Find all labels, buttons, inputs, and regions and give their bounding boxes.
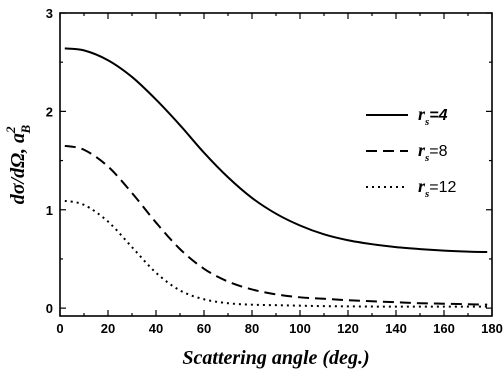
plot-frame xyxy=(59,12,493,317)
legend-label: rs=12 xyxy=(418,176,457,200)
x-tick-label: 0 xyxy=(56,321,63,336)
x-tick-label: 60 xyxy=(197,321,211,336)
x-axis-title: Scattering angle (deg.) xyxy=(182,347,369,369)
x-tick-label: 180 xyxy=(481,321,503,336)
y-tick-label: 1 xyxy=(46,203,53,218)
series-line-1 xyxy=(64,47,488,254)
x-tick-label: 20 xyxy=(101,321,115,336)
axis-ticks xyxy=(59,12,493,316)
series-lines xyxy=(64,47,488,308)
legend-label: rs=4 xyxy=(418,104,448,128)
legend: rs=4 rs=8 rs=12 xyxy=(366,104,457,200)
y-tick-label: 0 xyxy=(46,301,53,316)
series-line-2 xyxy=(64,144,488,306)
x-tick-label: 160 xyxy=(433,321,455,336)
x-tick-label: 40 xyxy=(149,321,163,336)
series-line-3 xyxy=(64,199,488,308)
x-tick-label: 140 xyxy=(385,321,407,336)
legend-label: rs=8 xyxy=(418,140,448,164)
x-tick-label: 80 xyxy=(245,321,259,336)
tick-labels: 0 20 40 60 80 100 120 140 160 180 0 1 2 3 xyxy=(46,6,503,336)
y-axis-title: dσ/dΩ, a2B xyxy=(3,124,33,204)
x-tick-label: 100 xyxy=(289,321,311,336)
y-tick-label: 2 xyxy=(46,104,53,119)
x-tick-label: 120 xyxy=(337,321,359,336)
y-tick-label: 3 xyxy=(46,6,53,21)
